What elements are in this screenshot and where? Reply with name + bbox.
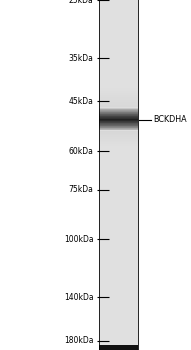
- Text: BCKDHA: BCKDHA: [153, 115, 186, 124]
- Text: 100kDa: 100kDa: [64, 235, 94, 244]
- Text: 25kDa: 25kDa: [69, 0, 94, 5]
- Text: 140kDa: 140kDa: [64, 293, 94, 302]
- Text: 60kDa: 60kDa: [69, 147, 94, 156]
- Text: 45kDa: 45kDa: [69, 97, 94, 106]
- Text: 75kDa: 75kDa: [69, 185, 94, 194]
- Text: 180kDa: 180kDa: [64, 336, 94, 345]
- Text: 35kDa: 35kDa: [69, 54, 94, 63]
